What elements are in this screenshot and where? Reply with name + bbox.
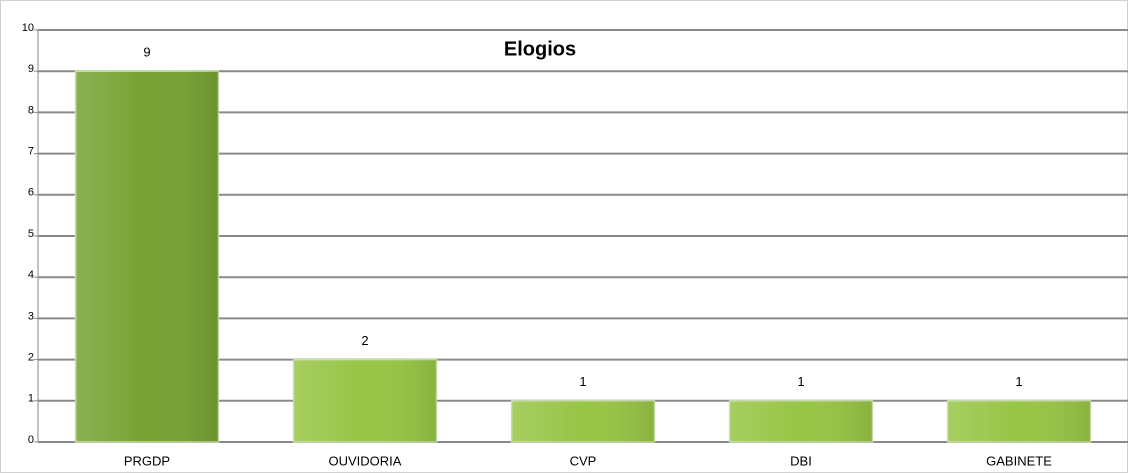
y-tick-label: 4 [28, 269, 34, 281]
y-tick-label: 7 [28, 146, 34, 158]
bar-shine [729, 400, 873, 442]
y-tick-label: 1 [28, 393, 34, 405]
y-tick-label: 9 [28, 63, 34, 75]
y-tick-label: 8 [28, 104, 34, 116]
bar-shine [511, 400, 655, 442]
data-label: 1 [579, 374, 586, 389]
x-tick-label: OUVIDORIA [329, 453, 402, 468]
x-tick-label: CVP [570, 453, 597, 468]
y-tick-label: 0 [28, 434, 34, 446]
bar-shine [947, 400, 1091, 442]
data-label: 2 [361, 333, 368, 348]
y-tick-label: 6 [28, 187, 34, 199]
x-tick-label: DBI [790, 453, 812, 468]
chart-title: Elogios [504, 38, 576, 60]
bar-shine [293, 359, 437, 442]
bar-shine [75, 71, 219, 442]
y-tick-label: 5 [28, 228, 34, 240]
x-tick-label: GABINETE [986, 453, 1052, 468]
y-tick-label: 10 [22, 22, 34, 34]
data-label: 1 [1015, 374, 1022, 389]
y-tick-label: 3 [28, 310, 34, 322]
y-tick-label: 2 [28, 352, 34, 364]
data-label: 9 [143, 45, 150, 60]
x-tick-label: PRGDP [124, 453, 170, 468]
data-label: 1 [797, 374, 804, 389]
